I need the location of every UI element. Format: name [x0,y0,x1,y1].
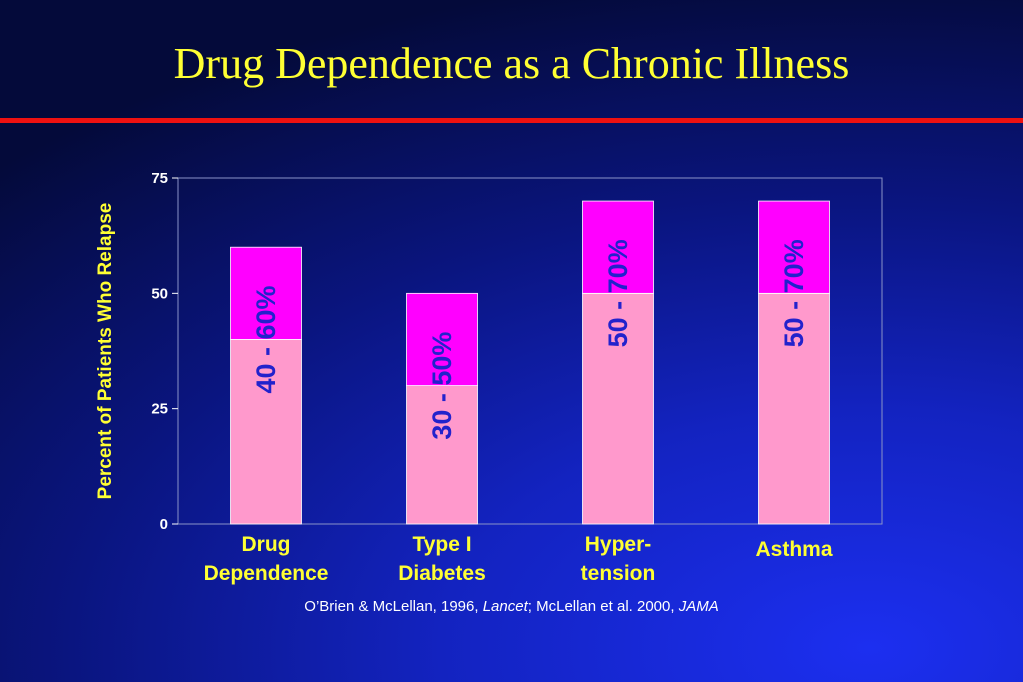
plot-frame [177,177,883,525]
citation-journal-lancet: Lancet [482,598,528,615]
bar-high-segment [230,246,302,340]
range-data-label: 50 - 70% [779,239,809,347]
bar-low-segment [758,292,830,525]
y-tick-label: 75 [151,170,168,187]
citation-middle: ; McLellan et al. 2000, [527,598,679,615]
bar-low-segment [406,385,478,525]
range-data-label: 30 - 50% [427,332,457,440]
citation-journal-jama: JAMA [678,598,719,615]
range-data-label: 40 - 60% [251,285,281,393]
y-axis-label: Percent of Patients Who Relapse [95,203,116,500]
category-label: Asthma [755,538,832,561]
category-label: Hyper-tension [581,533,656,585]
range-data-label: 50 - 70% [603,239,633,347]
slide-title: Drug Dependence as a Chronic Illness [173,39,850,88]
y-tick-label: 50 [151,285,168,302]
y-tick-label: 25 [151,401,168,418]
citation: O’Brien & McLellan, 1996, Lancet; McLell… [0,598,1023,615]
category-label: Type I Diabetes [398,533,486,585]
bar-low-segment [582,292,654,525]
citation-prefix: O’Brien & McLellan, 1996, [304,598,483,615]
y-tick-label: 0 [160,516,168,533]
bar-high-segment [406,292,478,387]
bar-high-segment [758,200,830,294]
category-label: Drug Dependence [204,533,329,585]
title-divider [0,118,1023,123]
bar-high-segment [582,200,654,294]
